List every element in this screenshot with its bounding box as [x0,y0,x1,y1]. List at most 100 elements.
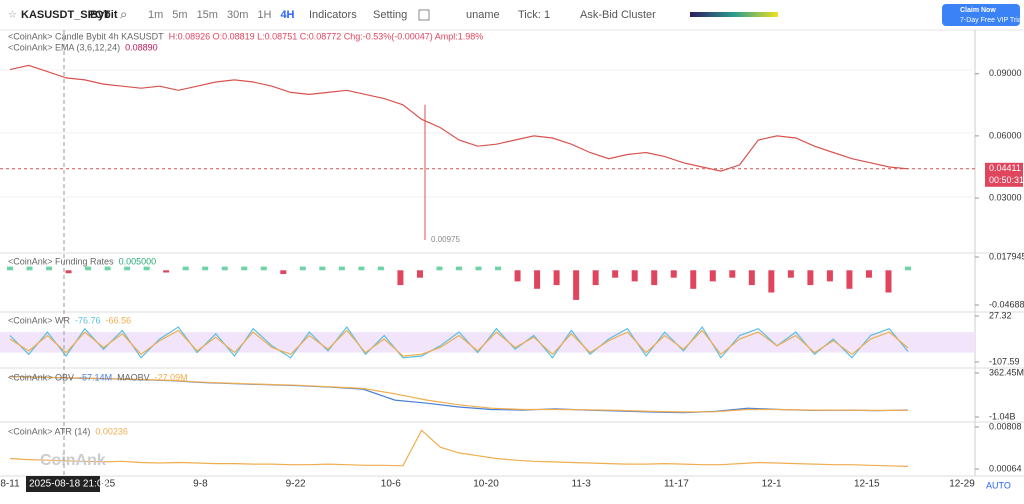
funding-bar [397,270,404,286]
funding-bar [651,270,658,286]
funding-bar [534,270,541,289]
funding-bar [221,266,228,271]
funding-bar [358,266,365,271]
x-tick-label: 12-15 [854,479,880,490]
interval[interactable]: 15m [197,9,218,21]
wr-line [9,325,909,359]
x-tick-label: 9-8 [193,479,208,490]
funding-bar [182,266,189,271]
funding-bar [65,270,72,274]
auto[interactable]: AUTO [986,480,1011,490]
x-tick-label: 9-22 [286,479,306,490]
funding-bar [46,266,53,271]
funding-bar [846,270,853,289]
low-label: 0.00975 [431,235,460,244]
layout-icon[interactable] [418,9,430,21]
cluster[interactable]: Ask-Bid Cluster [580,9,656,21]
tick-value[interactable]: 1 [544,9,550,21]
funding-bar [748,270,755,286]
legend-text: <CoinAnk> OBV [8,372,74,382]
funding-bar [475,266,482,271]
last-price: 0.04411 [989,163,1021,173]
crosshair-date: 2025-08-18 21:00 [29,479,108,490]
funding-bar [104,266,111,271]
star: ☆ [8,10,17,21]
atr-line [9,429,909,467]
interval[interactable]: 4H [280,9,294,21]
funding-bar [495,266,502,271]
promo-subtitle[interactable]: 7-Day Free VIP Trial [960,17,1024,24]
obv-line [9,376,909,413]
y-tick-label: 362.45M [989,367,1024,377]
legend-text: -66.56 [106,315,132,325]
funding-bar [729,270,736,278]
x-tick-label: 12-29 [949,479,975,490]
y-tick-label: 27.32 [989,310,1012,320]
funding-bar [670,270,677,278]
y-tick-label: 0.017945 [989,251,1024,261]
y-tick-label: 0.00064 [989,463,1022,473]
legend-text: -27.09M [155,372,188,382]
funding-bar [709,270,716,282]
y-tick-label: -1.04B [989,411,1016,421]
funding-bar [280,270,287,274]
x-tick-label: 8-11 [0,479,20,490]
interval[interactable]: 1m [148,9,163,21]
funding-bar [436,266,443,271]
user[interactable]: uname [466,9,500,21]
legend-text: H:0.08926 O:0.08819 L:0.08751 C:0.08772 … [169,31,484,41]
funding-bar [299,266,306,271]
funding-bar [338,266,345,271]
legend-text: <CoinAnk> Funding Rates [8,256,114,266]
toolbar [0,0,1024,30]
funding-bar [241,266,248,271]
exchange: Bybit [90,9,118,21]
y-tick-label: 0.03000 [989,192,1022,202]
legend-text: 0.005000 [119,256,157,266]
legend-text: 0.00236 [95,426,128,436]
funding-bar [163,270,170,273]
funding-bar [592,270,599,286]
y-tick-label: 0.06000 [989,130,1022,140]
setting[interactable]: Setting [373,9,407,21]
promo-title[interactable]: Claim Now [960,7,996,14]
y-tick-label: 0.09000 [989,68,1022,78]
funding-bar [416,270,423,278]
wr-band [0,332,975,353]
heat-scale [690,12,778,17]
countdown: 00:50:31 [989,175,1024,185]
funding-bar [456,266,462,271]
funding-bar [143,266,150,271]
legend-text: <CoinAnk> Candle Bybit 4h KASUSDT [8,31,164,41]
legend-text: <CoinAnk> ATR (14) [8,426,90,436]
x-tick-label: 12-1 [762,479,782,490]
search-icon[interactable]: ⌕ [120,6,127,21]
legend-text: -57.14M [79,372,112,382]
funding-bar [905,266,911,271]
funding-bar [553,270,560,286]
funding-bar [885,270,892,293]
funding-bar [26,266,33,271]
x-tick-label: 11-3 [572,479,592,490]
interval[interactable]: 30m [227,9,248,21]
funding-bar [787,270,794,278]
legend-text: -76.76 [75,315,101,325]
indicators[interactable]: Indicators [309,9,357,21]
wr-line [9,329,909,357]
funding-bar [573,270,580,300]
legend-text: MAOBV [117,372,150,382]
interval[interactable]: 5m [172,9,187,21]
watermark: CoinAnk [40,452,106,469]
x-tick-label: 8-25 [95,479,115,490]
price-line [9,64,909,172]
symbol[interactable]: KASUSDT_SPOT [21,9,111,21]
interval[interactable]: 1H [257,9,271,21]
y-tick-label: -0.046887 [989,299,1024,309]
funding-bar [612,270,619,278]
funding-bar [85,266,92,271]
funding-bar [377,266,384,271]
legend-text: <CoinAnk> WR [8,315,71,325]
promo[interactable] [942,4,1020,26]
